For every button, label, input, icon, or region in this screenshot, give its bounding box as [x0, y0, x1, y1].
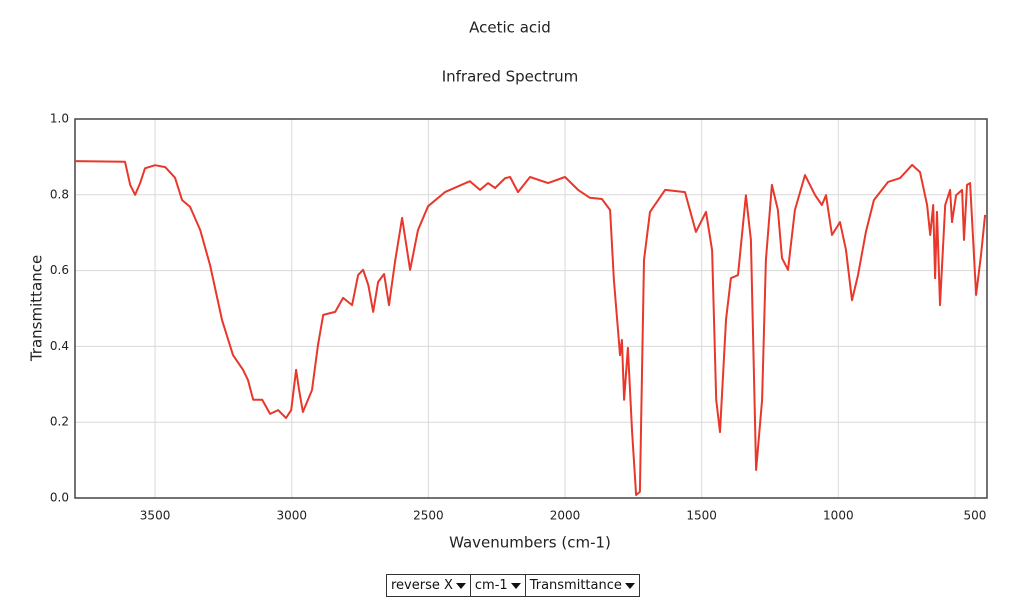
spectrum-line [74, 160, 987, 496]
x-axis-label: Wavenumbers (cm-1) [449, 534, 611, 552]
y-tick-label: 1.0 [50, 112, 69, 126]
y-tick-label: 0.4 [50, 339, 69, 353]
x-tick-label: 3000 [276, 509, 307, 523]
x-tick-label: 3500 [140, 509, 171, 523]
dropdown-arrow [624, 582, 635, 589]
y-tick-label: 0.8 [50, 187, 69, 201]
plot-frame [74, 118, 988, 499]
x-tick-label: 1000 [823, 509, 854, 523]
x-tick-label: 1500 [686, 509, 717, 523]
units-dropdown[interactable]: cm-1 [469, 574, 526, 597]
chart: Acetic acid Infrared Spectrum Wavenumber… [28, 19, 988, 552]
x-tick-label: 500 [964, 509, 987, 523]
mode-dropdown[interactable]: Transmittance [524, 574, 640, 597]
y-tick-label: 0.2 [50, 415, 69, 429]
chart-title: Acetic acid [469, 19, 551, 37]
dropdown-arrow [510, 582, 521, 589]
controls: reverse X cm-1 Transmittance [386, 574, 640, 597]
dropdown-label: reverse X [391, 578, 453, 593]
y-axis-label: Transmittance [28, 255, 46, 362]
dropdown-label: Transmittance [529, 578, 622, 593]
x-tick-label: 2000 [550, 509, 581, 523]
x-tick-label: 2500 [413, 509, 444, 523]
y-tick-label: 0.0 [50, 491, 69, 505]
dropdown-label: cm-1 [474, 578, 508, 593]
dropdown-arrow [455, 582, 466, 589]
chart-subtitle: Infrared Spectrum [442, 68, 579, 86]
reverse-x-dropdown[interactable]: reverse X [386, 574, 471, 597]
y-tick-label: 0.6 [50, 263, 69, 277]
